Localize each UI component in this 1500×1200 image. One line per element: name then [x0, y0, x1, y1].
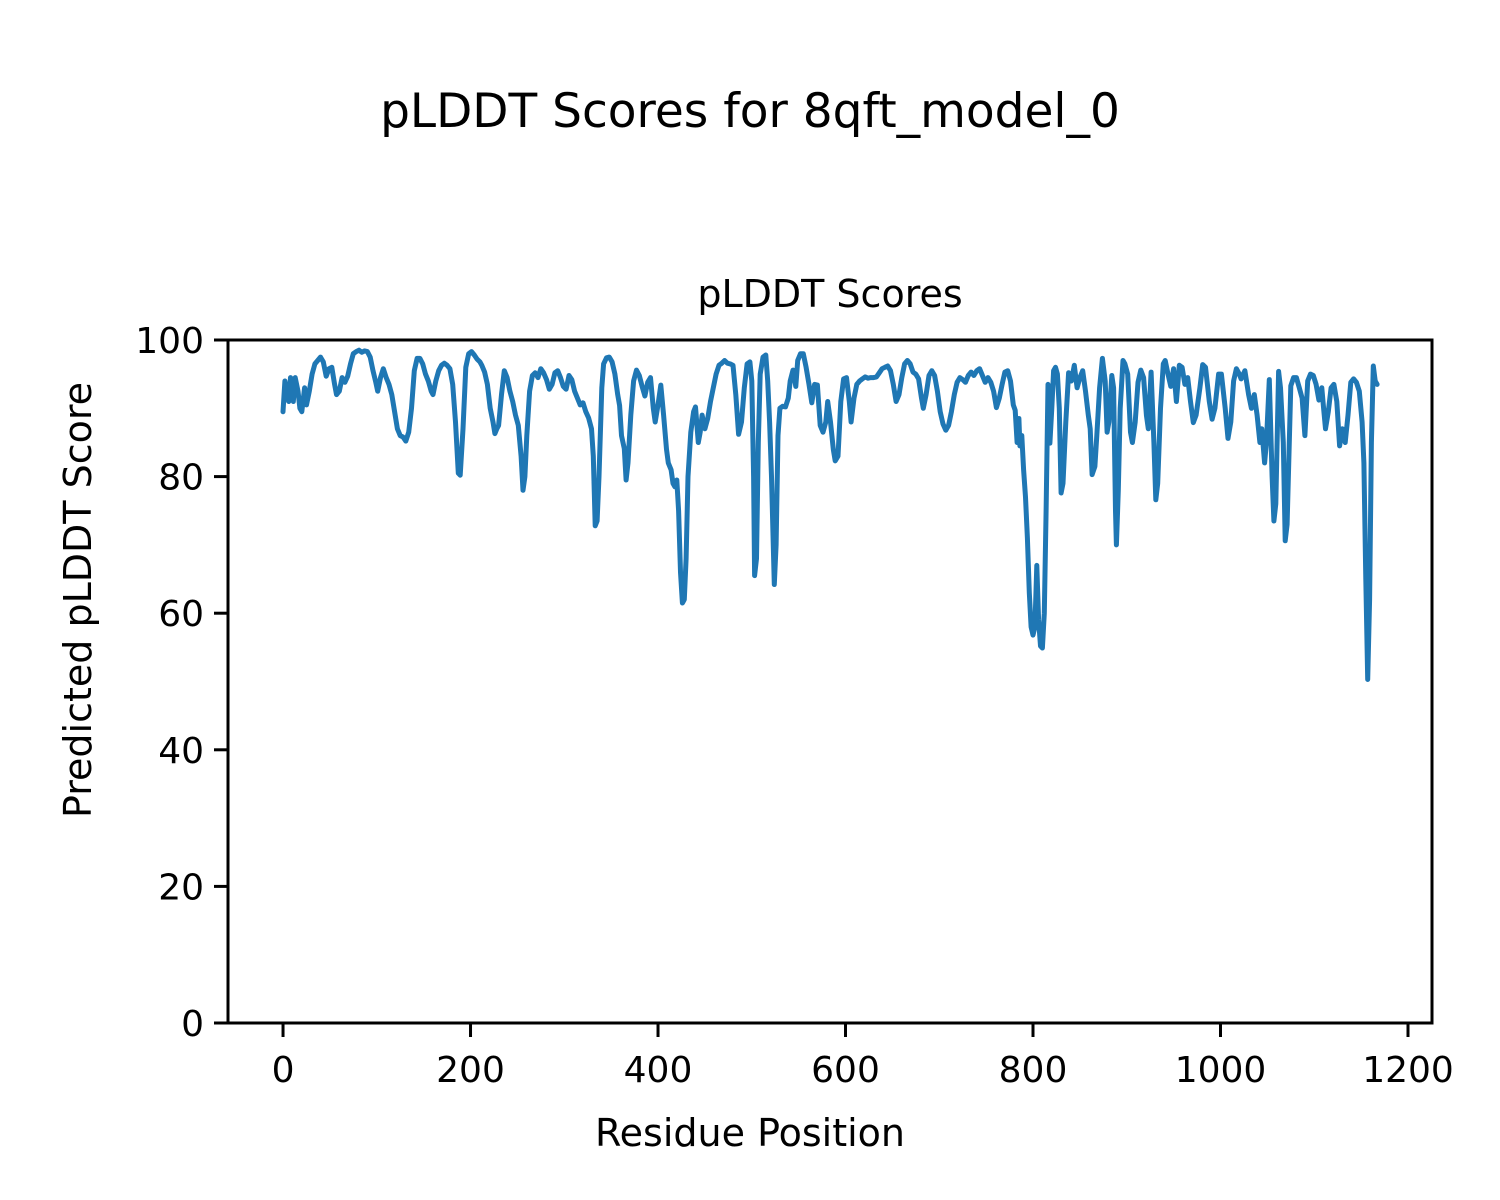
axes-title: pLDDT Scores — [697, 272, 963, 316]
plddt-score-line — [280, 347, 1380, 682]
x-tick-label: 800 — [999, 1050, 1068, 1091]
x-axis-ticks — [281, 1023, 1410, 1037]
y-tick-label: 60 — [158, 594, 204, 635]
plot-border — [226, 338, 1434, 1025]
x-axis-label: Residue Position — [594, 1111, 906, 1155]
y-tick-label: 20 — [158, 867, 204, 908]
x-tick-label: 1000 — [1175, 1050, 1267, 1091]
y-axis-tick-labels: 0 20 40 60 80 100 — [135, 321, 204, 1045]
y-tick-label: 40 — [158, 731, 204, 772]
y-axis-ticks — [214, 338, 228, 1025]
x-tick-label: 400 — [624, 1050, 693, 1091]
y-tick-label: 80 — [158, 458, 204, 499]
x-axis-tick-labels: 0 200 400 600 800 1000 1200 — [272, 1050, 1454, 1091]
x-tick-label: 1200 — [1362, 1050, 1454, 1091]
x-tick-label: 200 — [436, 1050, 505, 1091]
figure-suptitle: pLDDT Scores for 8qft_model_0 — [380, 84, 1120, 139]
y-tick-label: 0 — [181, 1004, 204, 1045]
y-tick-label: 100 — [135, 321, 204, 362]
x-tick-label: 600 — [811, 1050, 880, 1091]
x-tick-label: 0 — [272, 1050, 295, 1091]
